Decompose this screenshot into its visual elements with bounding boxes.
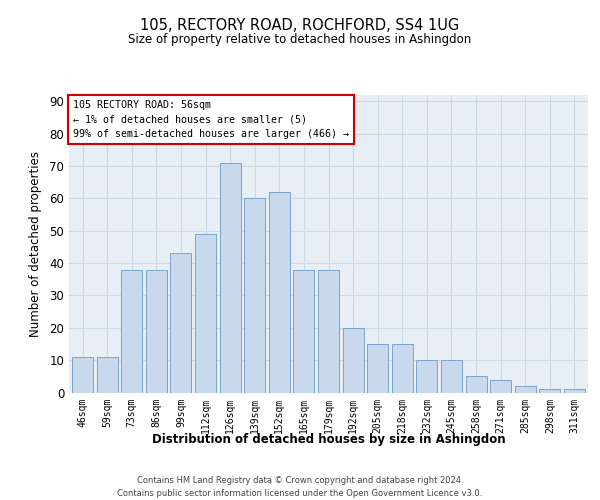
Bar [392,344,413,393]
Bar [466,376,487,392]
Y-axis label: Number of detached properties: Number of detached properties [29,151,43,337]
Bar [539,390,560,392]
Bar [121,270,142,392]
Bar [195,234,216,392]
Text: Contains HM Land Registry data © Crown copyright and database right 2024.
Contai: Contains HM Land Registry data © Crown c… [118,476,482,498]
Text: Distribution of detached houses by size in Ashingdon: Distribution of detached houses by size … [152,432,506,446]
Bar [170,254,191,392]
Text: 105, RECTORY ROAD, ROCHFORD, SS4 1UG: 105, RECTORY ROAD, ROCHFORD, SS4 1UG [140,18,460,32]
Bar [72,357,93,392]
Bar [564,390,585,392]
Bar [97,357,118,392]
Text: 105 RECTORY ROAD: 56sqm
← 1% of detached houses are smaller (5)
99% of semi-deta: 105 RECTORY ROAD: 56sqm ← 1% of detached… [73,100,349,140]
Bar [343,328,364,392]
Bar [441,360,462,392]
Bar [146,270,167,392]
Bar [318,270,339,392]
Bar [490,380,511,392]
Bar [416,360,437,392]
Bar [269,192,290,392]
Bar [367,344,388,393]
Bar [244,198,265,392]
Bar [220,163,241,392]
Bar [515,386,536,392]
Text: Size of property relative to detached houses in Ashingdon: Size of property relative to detached ho… [128,32,472,46]
Bar [293,270,314,392]
